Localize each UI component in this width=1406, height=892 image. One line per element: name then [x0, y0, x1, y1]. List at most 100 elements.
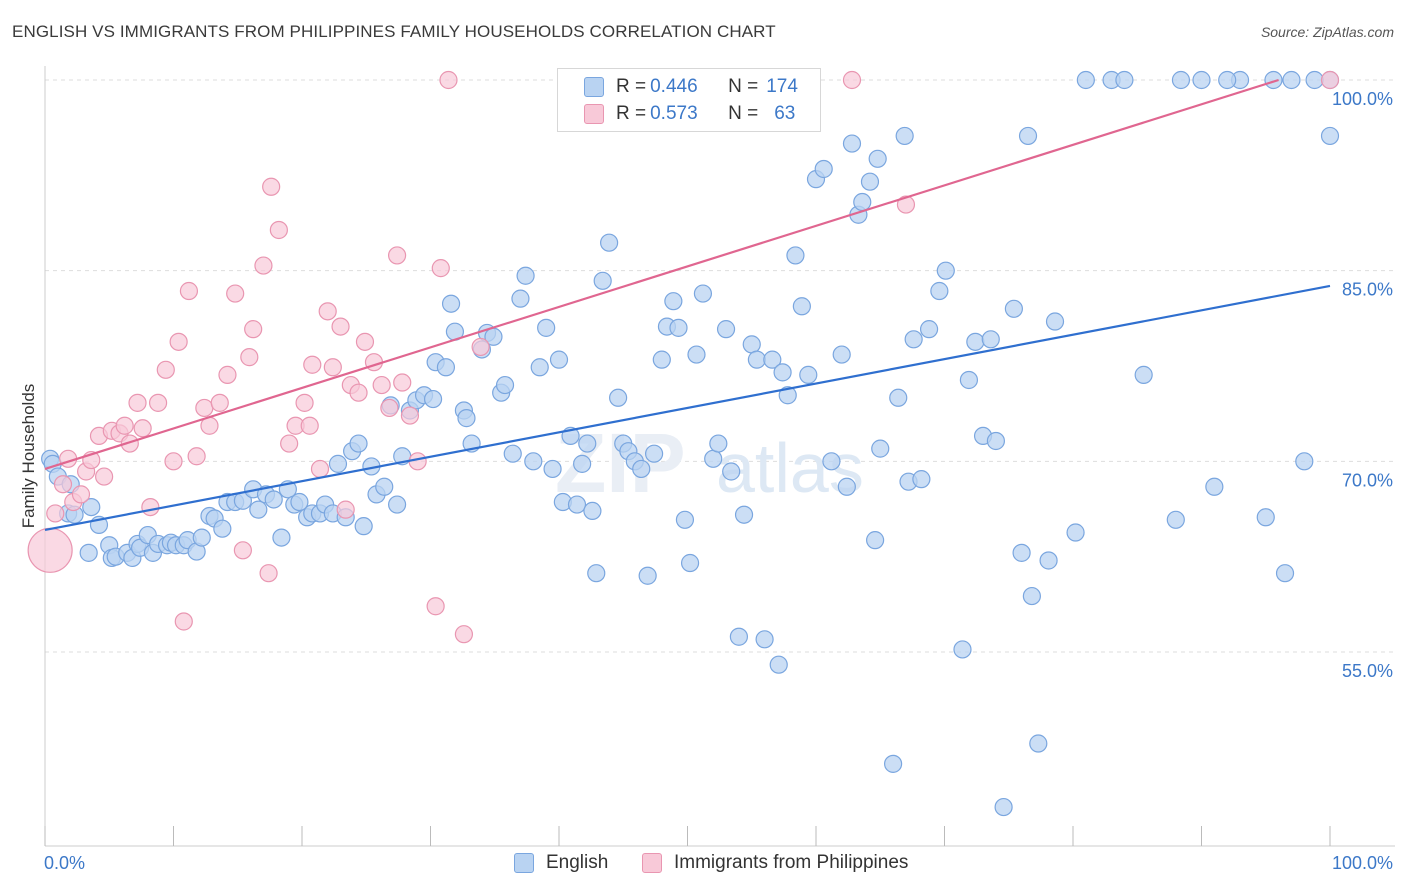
english-point — [716, 320, 736, 339]
english-point — [868, 149, 887, 168]
philippines-point — [349, 383, 368, 402]
english-point — [1305, 70, 1324, 90]
legend-n-value: 174 — [766, 76, 798, 97]
english-point — [866, 531, 885, 550]
english-point — [530, 358, 549, 377]
english-point — [883, 754, 903, 773]
english-point — [786, 246, 805, 265]
english-point — [981, 330, 1000, 349]
english-point — [959, 370, 979, 390]
philippines-point — [331, 317, 350, 336]
watermark: ZIP atlas — [555, 416, 864, 510]
english-point — [349, 434, 368, 453]
english-point — [722, 462, 741, 481]
english-point — [675, 510, 695, 529]
english-point — [609, 388, 628, 407]
english-point — [986, 431, 1006, 451]
english-point — [773, 363, 792, 382]
english-point — [1171, 70, 1191, 90]
english-point — [573, 454, 592, 473]
english-point — [436, 358, 456, 377]
english-point — [516, 266, 535, 285]
philippines-point — [233, 541, 252, 560]
english-point — [264, 490, 283, 509]
philippines-point — [303, 355, 322, 374]
philippines-point — [439, 70, 458, 90]
philippines-point — [336, 500, 355, 519]
legend-row-english: R = 0.446 N = 174 — [584, 74, 798, 100]
legend-r-value: 0.573 — [650, 103, 698, 124]
series-philippines-points — [27, 70, 1340, 644]
legend-row-philippines: R = 0.573 N = 63 — [584, 101, 795, 127]
chart-title: ENGLISH VS IMMIGRANTS FROM PHILIPPINES F… — [12, 22, 776, 41]
english-point — [79, 543, 98, 562]
english-point — [328, 454, 348, 473]
english-point — [593, 271, 612, 290]
english-point — [664, 292, 683, 311]
english-point — [904, 330, 923, 349]
english-point — [543, 459, 562, 479]
english-point — [537, 318, 556, 337]
english-point — [734, 505, 754, 524]
english-point — [375, 477, 394, 496]
watermark-atlas: atlas — [716, 429, 864, 507]
philippines-point — [896, 195, 916, 214]
philippines-point — [128, 393, 147, 412]
english-point — [1295, 452, 1314, 471]
english-point — [387, 495, 407, 514]
english-point — [600, 233, 619, 252]
philippines-point — [318, 302, 337, 321]
english-point — [1004, 299, 1023, 318]
y-tick-label: 85.0% — [1342, 280, 1393, 300]
philippines-point — [355, 332, 375, 351]
english-point — [742, 335, 761, 354]
philippines-point — [295, 393, 314, 412]
legend-swatch-english — [584, 77, 604, 97]
english-point — [1275, 564, 1295, 583]
english-point — [1166, 510, 1185, 529]
philippines-point — [195, 398, 214, 418]
philippines-point — [262, 177, 281, 196]
english-point — [578, 434, 597, 453]
english-point — [693, 284, 713, 303]
y-tick-label: 55.0% — [1342, 661, 1393, 681]
english-point — [249, 500, 268, 519]
english-point — [511, 289, 530, 308]
english-point — [747, 350, 766, 369]
philippines-point — [71, 485, 91, 504]
english-point — [1282, 70, 1301, 90]
philippines-point — [169, 332, 188, 351]
english-point — [354, 517, 373, 536]
english-point — [919, 320, 939, 339]
philippines-point — [133, 419, 152, 438]
english-point — [423, 389, 443, 409]
legend-n-value: 63 — [774, 103, 796, 124]
english-point — [860, 172, 880, 191]
english-point — [272, 528, 291, 547]
english-point — [1076, 70, 1095, 90]
philippines-point — [179, 281, 199, 301]
legend-label-english: English — [546, 852, 609, 873]
philippines-point — [254, 256, 273, 275]
legend-swatch-philippines — [642, 853, 662, 873]
philippines-point — [1320, 70, 1340, 90]
philippines-point — [210, 393, 229, 412]
legend-item-philippines[interactable]: Immigrants from Philippines — [642, 852, 908, 874]
philippines-point — [426, 597, 445, 616]
english-point — [1045, 312, 1065, 331]
english-point — [729, 627, 749, 646]
source-label: Source: ZipAtlas.com — [1260, 24, 1394, 40]
english-point — [822, 452, 841, 471]
english-point — [837, 477, 856, 496]
english-point — [799, 365, 818, 384]
legend-item-english[interactable]: English — [514, 852, 608, 874]
english-point — [966, 332, 985, 351]
philippines-point — [471, 337, 490, 357]
english-point — [814, 159, 833, 179]
philippines-point — [259, 564, 278, 583]
english-point — [680, 553, 700, 573]
english-point — [755, 630, 774, 649]
series-english-points — [41, 70, 1340, 817]
philippines-point — [310, 459, 330, 479]
